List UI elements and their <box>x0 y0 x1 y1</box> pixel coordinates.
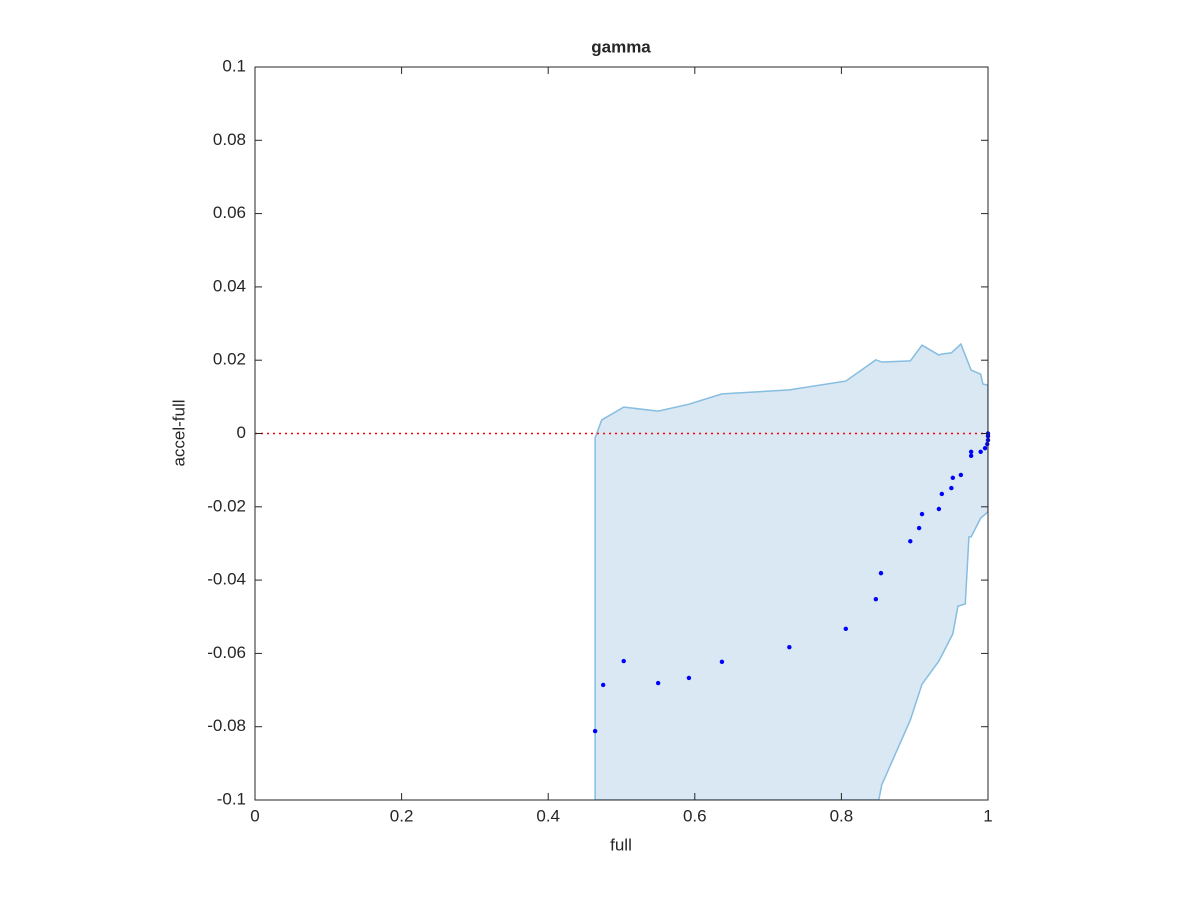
data-point <box>843 626 848 632</box>
data-point <box>958 472 964 478</box>
data-point <box>919 511 925 517</box>
y-tick-label: -0.08 <box>207 716 246 735</box>
x-tick-label: 0 <box>250 806 259 825</box>
y-tick-label: 0.1 <box>222 56 246 75</box>
plot-area <box>255 342 988 800</box>
y-axis-label: accel-full <box>169 399 188 466</box>
y-tick-label: 0.04 <box>213 276 246 295</box>
data-point <box>950 475 956 481</box>
data-point <box>878 570 884 576</box>
y-tick-label: 0.06 <box>213 203 246 222</box>
y-tick-label: 0.02 <box>213 350 246 369</box>
x-tick-label: 1 <box>983 806 992 825</box>
x-tick-label: 0.8 <box>830 806 854 825</box>
data-point <box>600 682 606 688</box>
x-tick-label: 0.4 <box>536 806 560 825</box>
data-point <box>787 644 792 650</box>
data-point <box>936 506 942 512</box>
data-point <box>978 449 983 455</box>
y-tick-label: -0.06 <box>207 643 246 662</box>
x-axis-label: full <box>610 835 632 854</box>
data-point <box>916 525 922 531</box>
y-tick-label: 0.08 <box>213 130 246 149</box>
data-point <box>985 441 990 447</box>
data-point <box>949 485 954 491</box>
data-point <box>908 539 913 544</box>
x-tick-label: 0.6 <box>683 806 707 825</box>
data-point <box>719 659 725 665</box>
y-tick-label: -0.04 <box>207 570 246 589</box>
y-tick-label: 0 <box>237 423 246 442</box>
data-point <box>968 449 974 455</box>
data-point <box>655 680 661 686</box>
data-point <box>873 596 879 602</box>
y-tick-label: -0.02 <box>207 496 246 515</box>
data-point <box>939 491 945 497</box>
chart-title: gamma <box>591 37 651 56</box>
data-point <box>968 453 974 459</box>
confidence-band <box>594 342 988 800</box>
x-tick-label: 0.2 <box>390 806 414 825</box>
data-point <box>686 675 692 681</box>
y-tick-label: -0.1 <box>217 789 246 808</box>
data-point <box>621 658 626 664</box>
data-point <box>982 445 988 451</box>
data-point <box>592 728 598 734</box>
